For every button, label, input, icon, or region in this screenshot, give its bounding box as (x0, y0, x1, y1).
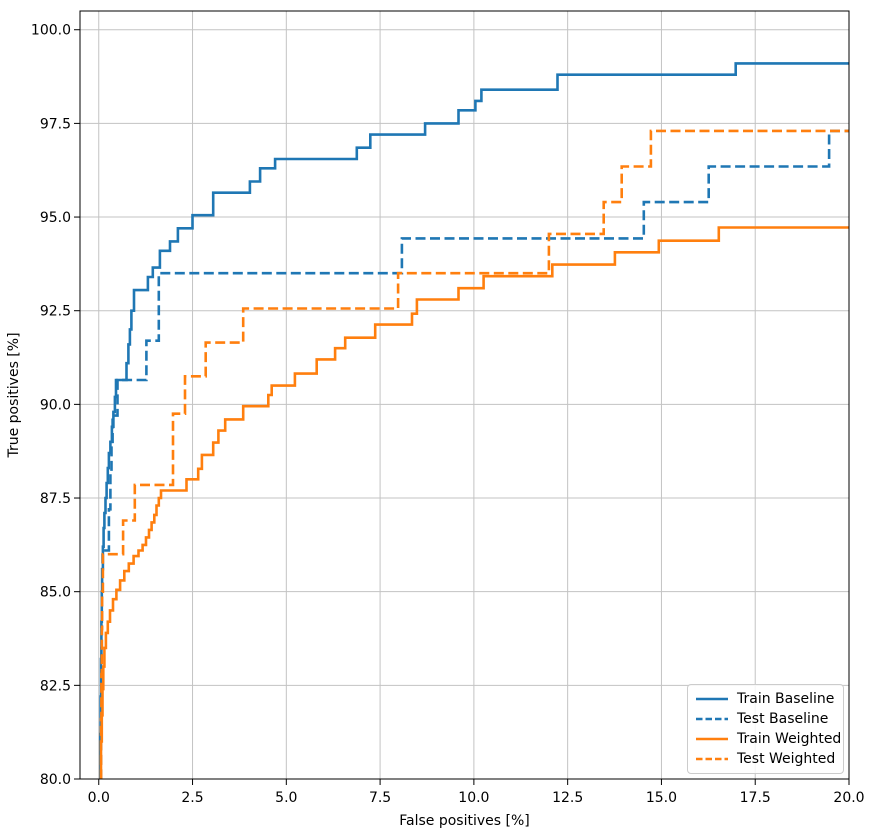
legend-line-dashed-blue-icon (696, 717, 728, 721)
series-curve-test-weighted (99, 129, 849, 779)
legend-item-test-baseline: Test Baseline (695, 709, 835, 729)
x-tick-label-20: 20.0 (833, 790, 864, 806)
series-curve-train-baseline (99, 62, 849, 779)
legend-label-train-baseline: Train Baseline (737, 691, 835, 707)
x-tick-label-5: 5.0 (275, 790, 297, 806)
x-axis-label: False positives [%] (399, 813, 529, 829)
legend-line-solid-orange-icon (696, 737, 728, 741)
y-tick-label-97.5: 97.5 (40, 116, 71, 132)
legend-item-train-weighted: Train Weighted (695, 729, 841, 749)
legend-label-train-weighted: Train Weighted (737, 731, 842, 747)
y-tick-label-80: 80.0 (40, 772, 71, 788)
legend-line-dashed-orange-icon (696, 757, 728, 761)
legend-item-train-baseline: Train Baseline (695, 689, 835, 709)
y-tick-label-90: 90.0 (40, 397, 71, 413)
x-tick-label-2.5: 2.5 (181, 790, 203, 806)
x-tick-label-12.5: 12.5 (552, 790, 583, 806)
x-tick-label-15: 15.0 (646, 790, 677, 806)
legend-item-test-weighted: Test Weighted (695, 749, 835, 769)
legend-label-test-baseline: Test Baseline (737, 711, 829, 727)
x-tick-label-10: 10.0 (458, 790, 489, 806)
y-axis-label: True positives [%] (6, 332, 22, 458)
legend-label-test-weighted: Test Weighted (737, 751, 836, 767)
y-tick-label-85: 85.0 (40, 585, 71, 601)
plot-frame (79, 10, 850, 780)
legend-line-solid-blue-icon (696, 697, 728, 701)
legend: Train Baseline Test Baseline Train Weigh… (687, 684, 844, 774)
y-tick-label-82.5: 82.5 (40, 678, 71, 694)
x-tick-label-7.5: 7.5 (369, 790, 391, 806)
y-tick-label-100: 100.0 (31, 23, 71, 39)
y-tick-label-92.5: 92.5 (40, 304, 71, 320)
x-tick-label-0: 0.0 (88, 790, 110, 806)
x-tick-label-17.5: 17.5 (740, 790, 771, 806)
y-tick-label-87.5: 87.5 (40, 491, 71, 507)
series-curve-train-weighted (99, 226, 849, 779)
y-tick-label-95: 95.0 (40, 210, 71, 226)
